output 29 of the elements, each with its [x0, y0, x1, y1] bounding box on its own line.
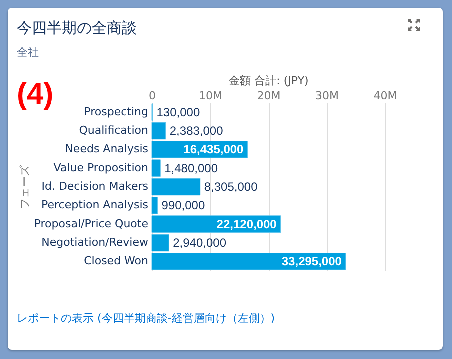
y-tick-label: Prospecting: [84, 105, 148, 118]
y-tick-label: Value Proposition: [54, 161, 149, 174]
x-tick-label: 40M: [374, 90, 398, 102]
data-label: 2,383,000: [170, 124, 224, 138]
data-label: 33,295,000: [282, 254, 342, 269]
chart-title: 今四半期の全商談: [17, 19, 137, 38]
x-axis-title: 金額 合計: (JPY): [229, 74, 309, 88]
data-label: 130,000: [156, 105, 200, 120]
x-tick-label: 20M: [257, 90, 281, 102]
y-tick-label: Proposal/Price Quote: [34, 217, 149, 230]
x-tick-label: 10M: [199, 90, 222, 102]
text: (4): [17, 78, 54, 112]
x-tick-label: 30M: [316, 90, 339, 102]
text: レポートの表示 (今四半期商談-経営層向け（左側）): [17, 311, 276, 326]
y-tick-label: Qualification: [79, 124, 149, 137]
data-label: 16,435,000: [184, 142, 244, 157]
y-tick-label: Closed Won: [84, 254, 149, 268]
y-tick-label: Needs Analysis: [65, 142, 149, 156]
data-label: 1,480,000: [164, 161, 218, 176]
data-label: 8,305,000: [204, 180, 258, 194]
x-tick-label: 0: [149, 90, 156, 102]
data-label: 22,120,000: [216, 217, 278, 232]
data-label: 2,940,000: [173, 236, 227, 250]
y-tick-label: Perception Analysis: [42, 198, 149, 212]
y-tick-label: Id. Decision Makers: [42, 180, 149, 193]
data-label: 990,000: [162, 198, 206, 213]
text: 全社: [17, 45, 39, 60]
y-axis-title: フェーズ: [18, 164, 32, 210]
y-tick-label: Negotiation/Review: [42, 236, 148, 249]
